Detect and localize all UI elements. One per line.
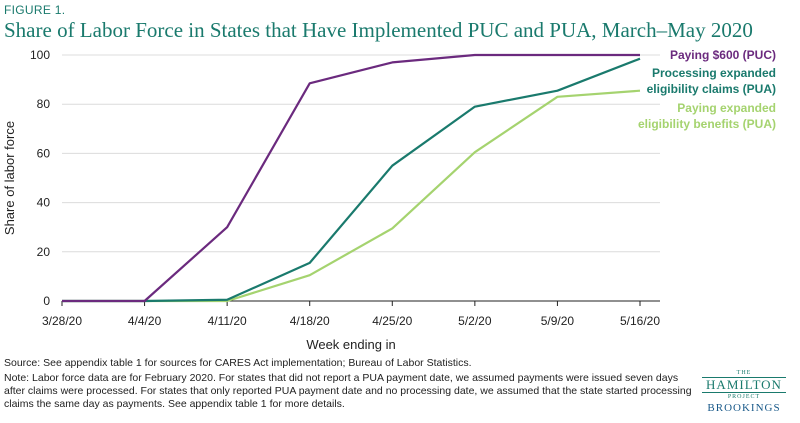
x-axis-title: Week ending in [306,337,395,352]
legend-label-series-1: Paying $600 (PUC) [670,48,776,62]
y-tick-label: 60 [37,146,51,160]
logo-hamilton: HAMILTON [702,377,786,393]
y-tick-label: 80 [37,97,51,111]
legend-label-series-2: Processing expanded [652,66,776,80]
chart-title: Share of Labor Force in States that Have… [4,18,753,42]
logo-project: PROJECT [727,394,761,400]
x-tick-label: 5/9/20 [541,314,575,328]
x-tick-label: 4/18/20 [290,314,330,328]
y-tick-label: 100 [30,48,50,62]
y-tick-label: 0 [43,294,50,308]
source-note: Source: See appendix table 1 for sources… [4,357,472,369]
x-tick-label: 4/11/20 [208,314,247,328]
logo-the: THE [736,370,752,376]
y-tick-label: 40 [37,196,51,210]
x-tick-label: 4/4/20 [128,314,162,328]
figure-label: FIGURE 1. [4,3,66,17]
hamilton-project-brookings-logo: THE HAMILTON PROJECT BROOKINGS [698,370,790,414]
y-tick-label: 20 [37,245,51,259]
legend-label-series-3: Paying expanded [677,101,776,115]
legend-label-series-2: eligibility claims (PUA) [647,82,776,96]
x-tick-label: 4/25/20 [372,314,412,328]
x-tick-label: 3/28/20 [42,314,82,328]
methodology-note: Note: Labor force data are for February … [4,372,692,410]
series-line-2 [62,57,641,303]
legend-label-series-3: eligibility benefits (PUA) [638,117,776,131]
logo-brookings: BROOKINGS [707,402,781,414]
y-axis-title: Share of labor force [2,121,17,235]
x-tick-label: 5/2/20 [458,314,492,328]
series-line-1 [62,53,640,303]
x-tick-label: 5/16/20 [620,314,660,328]
series-line-3 [62,89,641,303]
